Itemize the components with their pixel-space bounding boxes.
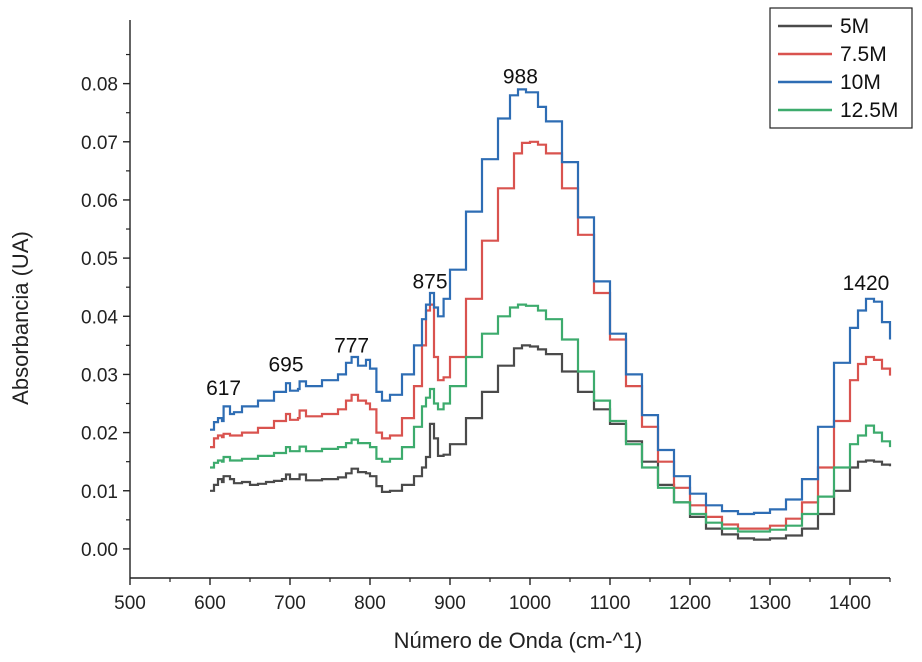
x-tick-label: 800 <box>354 593 386 614</box>
y-tick-label: 0.05 <box>81 249 118 270</box>
legend-label: 10M <box>840 71 881 94</box>
x-tick-label: 1300 <box>749 593 791 614</box>
x-tick-label: 1100 <box>590 593 631 614</box>
x-tick-label: 1000 <box>509 593 551 614</box>
legend: 5M 7.5M 10M 12.5M <box>769 7 913 129</box>
peak-label: 1420 <box>843 272 890 295</box>
legend-label: 5M <box>840 15 869 38</box>
peak-label: 777 <box>334 334 369 357</box>
series-line-7-5M <box>210 140 892 530</box>
y-tick-label: 0.01 <box>81 482 118 503</box>
series-line-5M <box>210 344 892 541</box>
series-line-12-5M <box>210 303 892 533</box>
x-tick-label: 700 <box>274 593 306 614</box>
y-tick-label: 0.04 <box>81 307 118 328</box>
x-tick-label: 1400 <box>829 593 871 614</box>
peak-label: 695 <box>268 354 303 377</box>
x-axis-title: Número de Onda (cm-^1) <box>394 628 643 653</box>
peak-label: 988 <box>503 66 538 89</box>
y-axis-title: Absorbancia (UA) <box>8 231 33 405</box>
y-tick-label: 0.06 <box>81 191 118 212</box>
axes: 500 600 700 800 900 1000 1100 1200 1300 1400 0.00 0… <box>81 20 891 614</box>
x-tick-label: 500 <box>114 593 146 614</box>
x-tick-label: 1200 <box>669 593 711 614</box>
x-tick-label: 900 <box>434 593 466 614</box>
x-tick-label: 600 <box>194 593 226 614</box>
legend-label: 12.5M <box>840 99 898 122</box>
y-tick-label: 0.08 <box>81 75 118 96</box>
y-tick-label: 0.07 <box>81 133 118 154</box>
y-tick-label: 0.03 <box>81 365 118 386</box>
series-line-10M <box>210 88 892 516</box>
peak-label: 875 <box>412 270 447 293</box>
peak-label: 617 <box>206 377 241 400</box>
series-layer <box>210 88 892 541</box>
y-tick-label: 0.00 <box>81 540 118 561</box>
peak-annotations: 617 695 777 875 988 1420 <box>206 66 889 400</box>
y-tick-label: 0.02 <box>81 424 118 445</box>
legend-label: 7.5M <box>840 43 887 66</box>
legend-box <box>769 7 913 129</box>
